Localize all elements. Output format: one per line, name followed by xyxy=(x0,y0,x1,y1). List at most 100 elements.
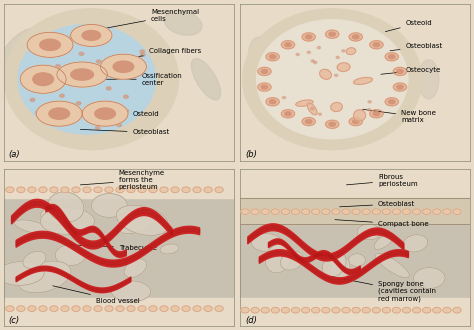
Circle shape xyxy=(94,187,102,193)
Ellipse shape xyxy=(326,30,339,38)
Circle shape xyxy=(117,123,121,127)
Circle shape xyxy=(58,77,63,80)
Ellipse shape xyxy=(385,98,399,106)
Circle shape xyxy=(61,121,66,124)
Ellipse shape xyxy=(302,33,315,41)
Text: Mesenchyme
forms the
periosteum: Mesenchyme forms the periosteum xyxy=(80,170,165,190)
Circle shape xyxy=(307,51,310,53)
Ellipse shape xyxy=(331,102,342,112)
Text: (b): (b) xyxy=(245,150,257,159)
Circle shape xyxy=(453,209,461,215)
Ellipse shape xyxy=(370,41,383,49)
Circle shape xyxy=(301,209,310,215)
Ellipse shape xyxy=(354,110,365,121)
Circle shape xyxy=(68,119,72,122)
Ellipse shape xyxy=(349,117,363,126)
Ellipse shape xyxy=(354,77,373,84)
Ellipse shape xyxy=(353,35,359,39)
Ellipse shape xyxy=(113,61,134,72)
Ellipse shape xyxy=(40,39,60,50)
Circle shape xyxy=(39,81,44,84)
Circle shape xyxy=(423,209,431,215)
Circle shape xyxy=(140,53,145,56)
Ellipse shape xyxy=(370,110,383,118)
Circle shape xyxy=(193,187,201,193)
Circle shape xyxy=(215,187,223,193)
Circle shape xyxy=(368,101,371,103)
Circle shape xyxy=(39,187,47,193)
Ellipse shape xyxy=(82,30,100,40)
Ellipse shape xyxy=(357,224,381,240)
Circle shape xyxy=(453,307,461,313)
Ellipse shape xyxy=(397,69,403,73)
Ellipse shape xyxy=(71,24,112,47)
Ellipse shape xyxy=(258,67,271,76)
Circle shape xyxy=(342,209,350,215)
Circle shape xyxy=(311,60,314,62)
Ellipse shape xyxy=(33,73,54,85)
Circle shape xyxy=(443,307,451,313)
Ellipse shape xyxy=(20,65,66,93)
Text: Collagen fibers: Collagen fibers xyxy=(115,48,201,60)
Ellipse shape xyxy=(374,233,395,249)
Ellipse shape xyxy=(307,103,317,115)
Ellipse shape xyxy=(261,69,268,73)
Circle shape xyxy=(296,53,299,55)
Circle shape xyxy=(261,307,269,313)
Circle shape xyxy=(36,111,40,115)
Ellipse shape xyxy=(319,69,331,79)
Text: Trabeculae: Trabeculae xyxy=(64,245,157,250)
Ellipse shape xyxy=(403,235,428,252)
Circle shape xyxy=(193,306,201,312)
Ellipse shape xyxy=(18,24,155,134)
Text: Osteocyte: Osteocyte xyxy=(381,67,441,74)
Ellipse shape xyxy=(251,234,283,252)
Ellipse shape xyxy=(353,119,359,123)
Ellipse shape xyxy=(330,256,350,282)
Ellipse shape xyxy=(95,108,115,119)
Ellipse shape xyxy=(124,259,146,278)
Circle shape xyxy=(44,115,48,118)
Circle shape xyxy=(251,307,259,313)
Bar xyxy=(4,169,234,198)
Text: (a): (a) xyxy=(9,150,20,159)
Circle shape xyxy=(71,104,76,107)
Circle shape xyxy=(90,112,95,115)
Text: Ossification
center: Ossification center xyxy=(99,73,182,86)
Circle shape xyxy=(17,187,25,193)
Circle shape xyxy=(392,307,401,313)
Circle shape xyxy=(342,307,350,313)
Circle shape xyxy=(94,306,102,312)
Circle shape xyxy=(433,209,441,215)
Ellipse shape xyxy=(18,261,71,293)
Ellipse shape xyxy=(82,101,128,126)
Text: New bone
matrix: New bone matrix xyxy=(363,109,436,123)
Text: Osteoblast: Osteoblast xyxy=(339,201,415,207)
Circle shape xyxy=(28,306,36,312)
Circle shape xyxy=(149,306,157,312)
Ellipse shape xyxy=(36,101,82,126)
Circle shape xyxy=(160,187,168,193)
Circle shape xyxy=(72,306,80,312)
Ellipse shape xyxy=(27,32,73,57)
Circle shape xyxy=(171,187,179,193)
Circle shape xyxy=(382,307,391,313)
Ellipse shape xyxy=(243,9,422,149)
Ellipse shape xyxy=(71,69,93,80)
Bar xyxy=(240,169,470,198)
Ellipse shape xyxy=(397,85,403,89)
Ellipse shape xyxy=(305,35,312,39)
Text: Mesenchymal
cells: Mesenchymal cells xyxy=(103,9,199,29)
Ellipse shape xyxy=(269,100,276,104)
Circle shape xyxy=(292,307,300,313)
Circle shape xyxy=(310,108,314,110)
Circle shape xyxy=(443,209,451,215)
Circle shape xyxy=(301,307,310,313)
Circle shape xyxy=(124,110,128,113)
Circle shape xyxy=(98,117,102,120)
Ellipse shape xyxy=(373,112,380,116)
Circle shape xyxy=(61,306,69,312)
Ellipse shape xyxy=(100,54,146,79)
Ellipse shape xyxy=(40,208,94,234)
Circle shape xyxy=(39,306,47,312)
